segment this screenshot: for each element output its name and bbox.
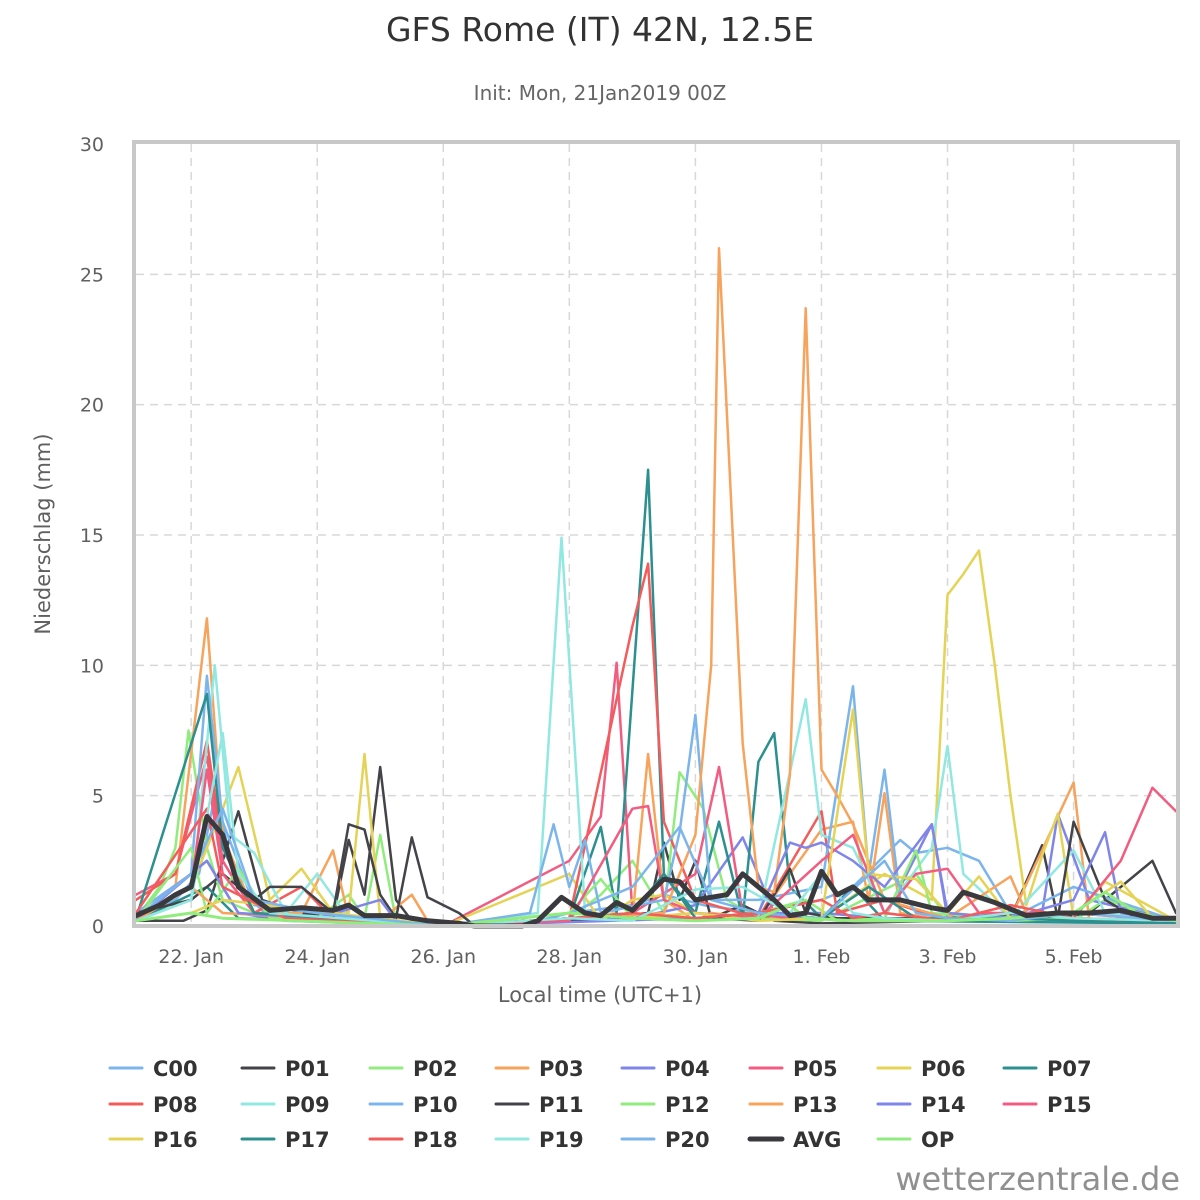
x-tick-label: 24. Jan <box>284 946 350 968</box>
series-line-p14[interactable] <box>134 823 1178 928</box>
series-line-p18[interactable] <box>134 807 1178 928</box>
legend-label: C00 <box>153 1057 198 1081</box>
legend-item-p15[interactable]: P15 <box>1002 1093 1092 1117</box>
series-line-p08[interactable] <box>134 562 1178 928</box>
legend-label: P09 <box>285 1093 330 1117</box>
x-axis-ticks: 22. Jan 24. Jan 26. Jan 28. Jan 30. Jan 1. Fe… <box>158 946 1102 968</box>
x-tick-label: 5. Feb <box>1045 946 1103 968</box>
legend-item-p14[interactable]: P14 <box>876 1093 966 1117</box>
series-lines <box>133 247 1179 929</box>
y-tick-label: 25 <box>80 264 104 286</box>
x-tick-label: 1. Feb <box>793 946 851 968</box>
legend-label: P07 <box>1047 1057 1092 1081</box>
legend-label: P18 <box>413 1128 458 1152</box>
y-axis-title: Niederschlag (mm) <box>31 433 55 634</box>
legend-item-p01[interactable]: P01 <box>240 1057 330 1081</box>
legend-item-p08[interactable]: P08 <box>108 1093 198 1117</box>
legend-label: P03 <box>539 1057 584 1081</box>
legend-label: P16 <box>153 1128 198 1152</box>
legend-label: P10 <box>413 1093 458 1117</box>
legend-label: P08 <box>153 1093 198 1117</box>
legend-label: P12 <box>665 1093 710 1117</box>
legend-item-p06[interactable]: P06 <box>876 1057 966 1081</box>
legend-item-p12[interactable]: P12 <box>620 1093 710 1117</box>
series-line-avg[interactable] <box>133 814 1179 929</box>
legend-label: P06 <box>921 1057 966 1081</box>
legend-item-p09[interactable]: P09 <box>240 1093 330 1117</box>
legend-label: P04 <box>665 1057 710 1081</box>
legend-label: P20 <box>665 1128 710 1152</box>
plot-frame <box>132 140 1180 928</box>
legend-item-p04[interactable]: P04 <box>620 1057 710 1081</box>
legend-item-p03[interactable]: P03 <box>494 1057 584 1081</box>
legend-item-op[interactable]: OP <box>876 1128 954 1152</box>
grid <box>136 144 1176 926</box>
legend-label: P05 <box>793 1057 838 1081</box>
series-line-p20[interactable] <box>134 807 1178 928</box>
legend-label: P02 <box>413 1057 458 1081</box>
legend-item-avg[interactable]: AVG <box>747 1128 841 1152</box>
x-tick-label: 26. Jan <box>410 946 476 968</box>
legend-item-p10[interactable]: P10 <box>368 1093 458 1117</box>
legend-item-p18[interactable]: P18 <box>368 1128 458 1152</box>
legend-item-p11[interactable]: P11 <box>494 1093 584 1117</box>
chart-title: GFS Rome (IT) 42N, 12.5E <box>386 10 814 49</box>
legend-label: OP <box>921 1128 954 1152</box>
legend-item-c00[interactable]: C00 <box>108 1057 198 1081</box>
y-tick-label: 10 <box>80 655 104 677</box>
legend-label: P11 <box>539 1093 584 1117</box>
legend-label: AVG <box>793 1128 841 1152</box>
x-tick-label: 22. Jan <box>158 946 224 968</box>
legend-label: P15 <box>1047 1093 1092 1117</box>
legend-label: P13 <box>793 1093 838 1117</box>
legend-item-p16[interactable]: P16 <box>108 1128 198 1152</box>
series-line-p06[interactable] <box>134 549 1178 928</box>
legend-item-p13[interactable]: P13 <box>748 1093 838 1117</box>
watermark: wetterzentrale.de <box>895 1160 1180 1198</box>
legend-label: P01 <box>285 1057 330 1081</box>
legend-item-p05[interactable]: P05 <box>748 1057 838 1081</box>
legend-item-p20[interactable]: P20 <box>620 1128 710 1152</box>
legend-label: P14 <box>921 1093 966 1117</box>
y-tick-label: 20 <box>80 395 104 417</box>
chart-subtitle: Init: Mon, 21Jan2019 00Z <box>474 81 727 105</box>
y-tick-label: 30 <box>80 134 104 156</box>
legend-item-p17[interactable]: P17 <box>240 1128 330 1152</box>
legend-label: P17 <box>285 1128 330 1152</box>
x-tick-label: 28. Jan <box>537 946 603 968</box>
legend-item-p19[interactable]: P19 <box>494 1128 584 1152</box>
series-line-op[interactable] <box>134 890 1178 928</box>
legend-item-p02[interactable]: P02 <box>368 1057 458 1081</box>
y-axis-ticks: 0 5 10 15 20 25 30 <box>80 134 104 938</box>
x-tick-label: 3. Feb <box>919 946 977 968</box>
legend: C00 P01 P02 P03 P04 P05 P06 P07 P08 P09 P10 P11 P12 P… <box>108 1057 1092 1152</box>
x-tick-label: 30. Jan <box>663 946 729 968</box>
legend-label: P19 <box>539 1128 584 1152</box>
y-tick-label: 15 <box>80 525 104 547</box>
x-axis-title: Local time (UTC+1) <box>498 983 702 1007</box>
y-tick-label: 0 <box>92 916 104 938</box>
legend-item-p07[interactable]: P07 <box>1002 1057 1092 1081</box>
y-tick-label: 5 <box>92 786 104 808</box>
